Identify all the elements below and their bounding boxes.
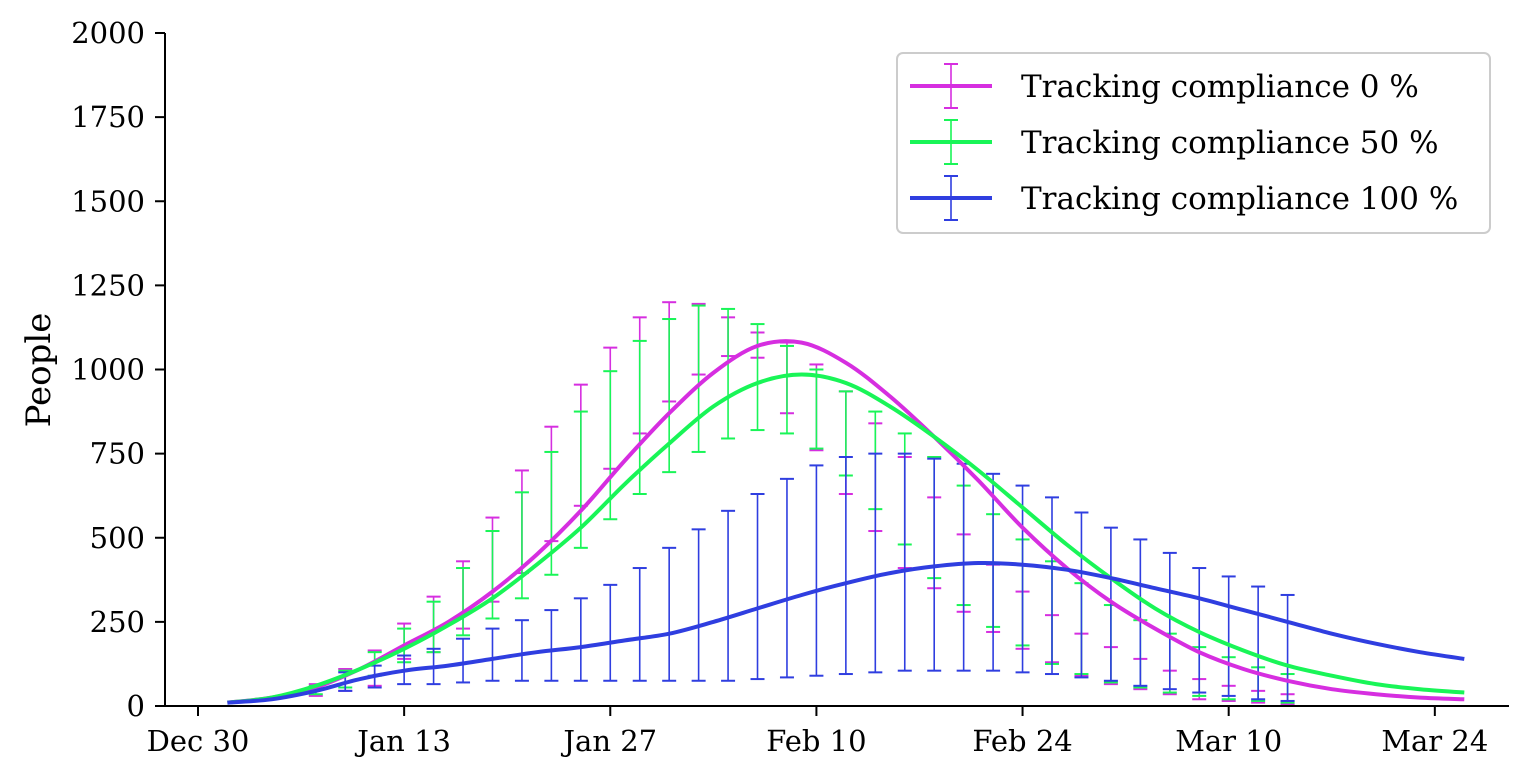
x-tick-label: Feb 24 [972,724,1072,758]
legend-entry-3: Tracking compliance 100 % [910,175,1458,221]
legend: Tracking compliance 0 % Tracking complian… [896,52,1491,234]
x-tick-label: Jan 13 [354,724,451,758]
y-tick-label: 1500 [71,184,145,218]
x-tick-label: Mar 10 [1175,724,1282,758]
error-bar [1015,484,1030,674]
legend-frame [896,52,1491,234]
series-line-2 [227,372,1465,705]
error-bar [514,619,529,682]
error-bar [1280,593,1295,702]
error-bar [456,567,471,637]
y-axis-title: People [19,313,59,428]
y-tick-label: 750 [90,437,145,471]
error-bar [632,567,647,682]
error-bar [1133,538,1148,687]
error-bar [1103,526,1118,682]
error-bar [485,627,500,682]
legend-entry-1: Tracking compliance 0 % [910,63,1419,109]
error-bar [603,583,618,682]
y-tick-label: 250 [90,605,145,639]
error-bar [1162,551,1177,691]
legend-label: Tracking compliance 50 % [1021,125,1439,161]
error-bar [721,307,736,440]
x-tick-label: Feb 10 [766,724,866,758]
series-3 [338,452,1295,702]
error-bar [779,344,794,435]
error-bar [1221,575,1236,697]
error-bar [514,491,529,600]
y-tick-label: 500 [90,521,145,555]
error-bar [897,452,912,672]
x-tick-label: Jan 27 [560,724,657,758]
x-ticks: Dec 30 Jan 13 Jan 27 Feb 10 Feb 24 Mar 10 Mar … [147,706,1488,758]
error-bar [868,452,883,674]
error-bar [750,493,765,681]
y-tick-label: 1750 [71,100,145,134]
y-tick-label: 1000 [71,353,145,387]
series-line-1 [227,339,1465,705]
series-1 [308,301,1295,706]
error-bar [662,318,677,474]
x-tick-label: Mar 24 [1381,724,1488,758]
legend-label: Tracking compliance 100 % [1021,181,1458,217]
error-bar [750,323,765,432]
y-tick-label: 0 [127,689,145,723]
error-bar [721,509,736,682]
error-bar [573,597,588,682]
legend-label: Tracking compliance 0 % [1021,69,1419,105]
error-bar [691,304,706,453]
y-ticks: 0 250 500 750 1000 1250 1500 1750 2000 [71,16,165,723]
error-bar [1045,496,1059,676]
error-bar [1251,585,1266,701]
error-bar [603,370,618,521]
y-tick-label: 1250 [71,268,145,302]
error-bar [662,546,677,682]
error-bar [956,462,971,672]
error-bar [779,477,794,679]
y-tick-label: 2000 [71,16,145,50]
error-bar [544,609,559,682]
series-2 [308,304,1295,704]
series-line-3 [227,560,1465,705]
legend-entry-2: Tracking compliance 50 % [910,119,1439,165]
plot-area [227,301,1465,706]
error-bar [809,368,824,450]
x-tick-label: Dec 30 [147,724,250,758]
error-bar [691,528,706,682]
error-bar [838,455,853,676]
error-bar [456,637,471,684]
error-bar [485,530,500,620]
error-bar [1074,511,1089,679]
error-bar [986,472,1001,672]
error-bar [809,464,824,677]
